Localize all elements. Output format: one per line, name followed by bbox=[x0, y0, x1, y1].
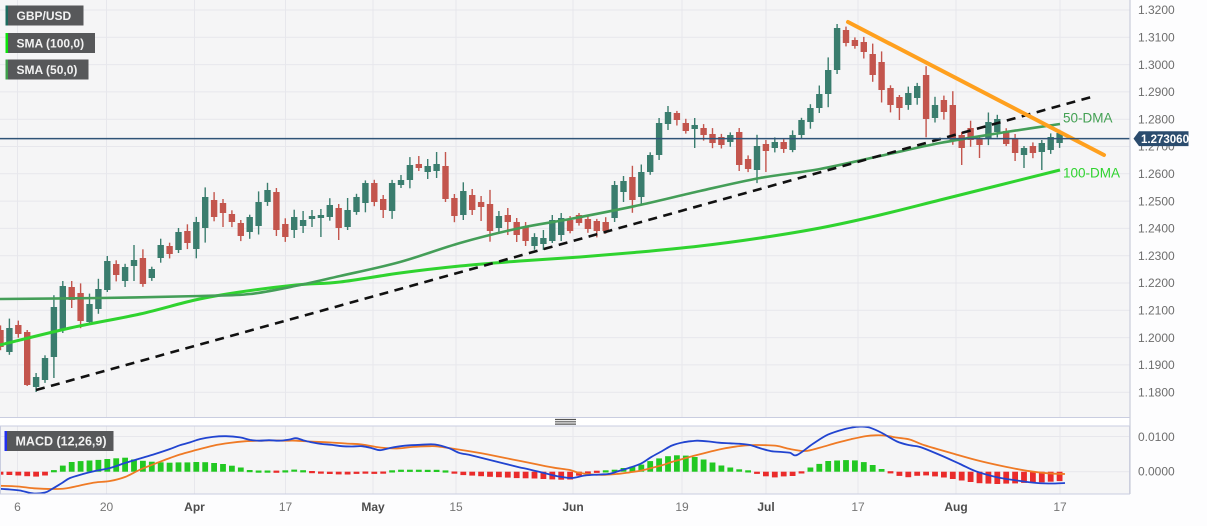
svg-text:20: 20 bbox=[100, 500, 114, 514]
svg-text:Jun: Jun bbox=[562, 500, 583, 514]
svg-text:100-DMA: 100-DMA bbox=[1063, 166, 1120, 181]
svg-text:17: 17 bbox=[279, 500, 293, 514]
svg-text:1.1900: 1.1900 bbox=[1138, 358, 1175, 372]
svg-text:1.3100: 1.3100 bbox=[1138, 31, 1175, 45]
svg-text:1.2300: 1.2300 bbox=[1138, 249, 1175, 263]
svg-text:Apr: Apr bbox=[184, 500, 205, 514]
svg-text:1.2200: 1.2200 bbox=[1138, 276, 1175, 290]
svg-text:1.2900: 1.2900 bbox=[1138, 85, 1175, 99]
svg-text:SMA (50,0): SMA (50,0) bbox=[17, 63, 78, 77]
svg-text:6: 6 bbox=[14, 500, 21, 514]
svg-text:Aug: Aug bbox=[944, 500, 967, 514]
svg-text:1.273060: 1.273060 bbox=[1141, 134, 1189, 146]
svg-text:MACD (12,26,9): MACD (12,26,9) bbox=[16, 435, 107, 449]
svg-text:May: May bbox=[361, 500, 385, 514]
svg-text:1.3000: 1.3000 bbox=[1138, 58, 1175, 72]
svg-text:0.0000: 0.0000 bbox=[1138, 464, 1175, 478]
svg-text:1.2800: 1.2800 bbox=[1138, 112, 1175, 126]
svg-text:SMA (100,0): SMA (100,0) bbox=[17, 37, 85, 51]
svg-text:Jul: Jul bbox=[757, 500, 774, 514]
svg-text:1.3200: 1.3200 bbox=[1138, 3, 1175, 17]
svg-text:50-DMA: 50-DMA bbox=[1063, 111, 1113, 126]
svg-text:17: 17 bbox=[851, 500, 865, 514]
svg-text:GBP/USD: GBP/USD bbox=[17, 9, 72, 23]
svg-text:1.1800: 1.1800 bbox=[1138, 385, 1175, 399]
svg-text:1.2600: 1.2600 bbox=[1138, 167, 1175, 181]
svg-text:1.2100: 1.2100 bbox=[1138, 304, 1175, 318]
svg-text:1.2000: 1.2000 bbox=[1138, 331, 1175, 345]
svg-text:19: 19 bbox=[675, 500, 689, 514]
svg-text:17: 17 bbox=[1053, 500, 1067, 514]
svg-text:0.0100: 0.0100 bbox=[1138, 430, 1175, 444]
svg-text:1.2500: 1.2500 bbox=[1138, 194, 1175, 208]
svg-text:1.2400: 1.2400 bbox=[1138, 222, 1175, 236]
svg-text:15: 15 bbox=[449, 500, 463, 514]
